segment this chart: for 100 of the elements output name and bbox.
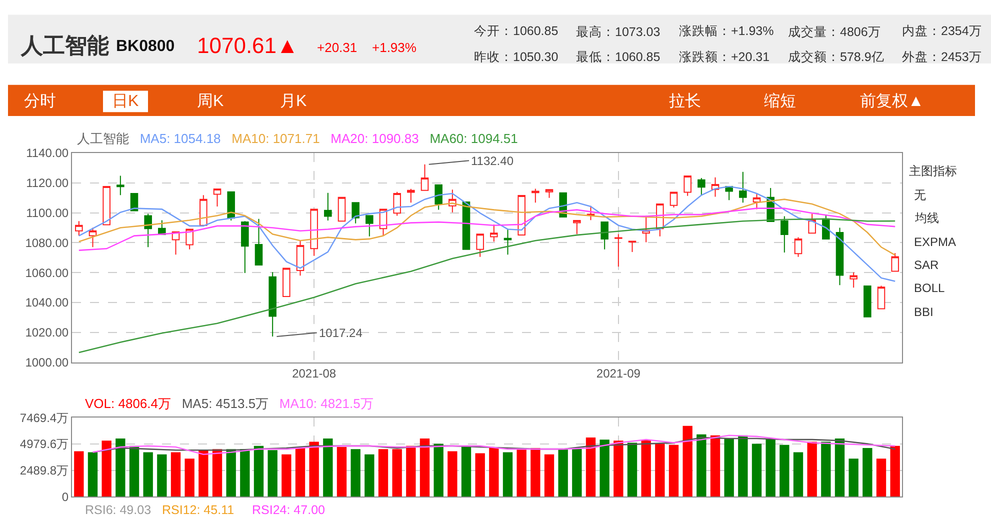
text: 分时 xyxy=(24,92,56,110)
bar xyxy=(420,438,430,497)
bar xyxy=(364,454,374,497)
candlestick xyxy=(600,222,608,250)
bar xyxy=(102,440,112,497)
line-series xyxy=(78,208,896,251)
candlestick xyxy=(490,224,498,242)
candlestick xyxy=(891,252,899,272)
bar xyxy=(392,449,402,497)
y-tick-label: 7469.4万 xyxy=(20,410,69,425)
y-tick-label: 1020.00 xyxy=(25,326,69,340)
bar xyxy=(212,449,222,497)
x-tick-label: 2021-09 xyxy=(596,366,641,381)
bar xyxy=(88,452,98,497)
text: 涨跌额：+20.31 xyxy=(679,50,770,64)
candlestick xyxy=(532,188,540,204)
text: RSI12: 45.11 xyxy=(162,503,234,517)
candlestick xyxy=(864,286,872,318)
candlestick xyxy=(116,175,124,196)
candlestick xyxy=(324,192,332,222)
y-tick-label: 1120.00 xyxy=(26,176,69,190)
text: MA5: 1054.18 xyxy=(140,131,221,146)
candlestick xyxy=(836,227,844,286)
bar xyxy=(282,454,292,497)
bar xyxy=(600,440,610,497)
bar xyxy=(157,454,167,497)
bar xyxy=(614,440,624,497)
bar xyxy=(74,451,84,497)
bar xyxy=(198,450,208,497)
candlestick xyxy=(200,194,208,226)
candlestick xyxy=(794,236,802,258)
bar xyxy=(254,446,264,497)
y-tick-label: 1040.00 xyxy=(25,296,69,310)
legend-title: 人工智能 xyxy=(77,131,129,146)
annotation: 1017.24 xyxy=(319,326,363,340)
bar xyxy=(240,449,250,497)
bar xyxy=(516,448,526,497)
bar xyxy=(184,458,194,497)
candlestick xyxy=(434,184,442,210)
bar xyxy=(502,452,513,497)
candlestick xyxy=(102,186,110,226)
bar xyxy=(434,444,444,497)
y-tick-label: 0 xyxy=(62,490,69,504)
candlestick xyxy=(366,215,374,237)
candlestick xyxy=(476,234,484,258)
text: 内盘：2354万 xyxy=(902,24,982,38)
candlestick xyxy=(241,220,249,274)
text: 无 xyxy=(914,188,926,202)
annotation: 1132.40 xyxy=(471,154,514,168)
bar xyxy=(668,444,679,497)
bar xyxy=(572,448,582,497)
bar xyxy=(558,449,568,497)
bar xyxy=(378,449,388,497)
candlestick xyxy=(282,268,290,297)
candlestick xyxy=(144,213,152,248)
text: MA10: 1071.71 xyxy=(232,131,320,146)
y-tick-label: 1140.00 xyxy=(26,146,69,160)
candlestick xyxy=(186,228,194,250)
bar xyxy=(655,444,665,497)
text: 最高：1073.03 xyxy=(576,24,660,39)
y-tick-label: 4979.6万 xyxy=(20,437,69,452)
bar xyxy=(807,442,817,497)
text: EXPMA xyxy=(914,235,956,249)
candlestick xyxy=(850,272,858,288)
line-series xyxy=(78,186,896,282)
bar xyxy=(530,448,540,497)
bar xyxy=(489,446,499,497)
line-series xyxy=(78,218,896,354)
bar xyxy=(143,452,153,497)
text: BBI xyxy=(914,305,934,319)
bar xyxy=(544,454,554,497)
candlestick xyxy=(698,177,706,196)
candlestick xyxy=(88,227,97,248)
text: 拉长 xyxy=(669,92,701,110)
text: +20.31 xyxy=(317,40,358,55)
text: RSI24: 47.00 xyxy=(252,503,326,517)
text: MA5: 4513.5万 xyxy=(182,396,269,411)
text: 成交额：578.9亿 xyxy=(788,49,884,64)
text: +1.93% xyxy=(372,40,417,55)
candlestick xyxy=(614,234,622,268)
text: MA10: 4821.5万 xyxy=(279,396,374,411)
bar xyxy=(170,452,181,497)
candlestick xyxy=(254,218,263,266)
bar xyxy=(586,437,596,497)
bar xyxy=(268,450,278,497)
bar xyxy=(696,434,706,497)
text: 主图指标 xyxy=(909,164,957,178)
x-tick-label: 2021-08 xyxy=(292,366,336,381)
text: 成交量：4806万 xyxy=(788,24,881,39)
text: 前复权▲ xyxy=(860,92,924,110)
text: 均线 xyxy=(914,211,939,225)
text: MA20: 1090.83 xyxy=(330,131,419,146)
y-tick-label: 2489.8万 xyxy=(20,464,69,478)
bar xyxy=(793,452,804,497)
bar xyxy=(834,438,845,497)
candlestick xyxy=(352,202,360,224)
bar xyxy=(682,426,692,497)
candlestick xyxy=(227,191,235,222)
y-tick-label: 1080.00 xyxy=(25,236,69,250)
bar xyxy=(309,442,319,497)
